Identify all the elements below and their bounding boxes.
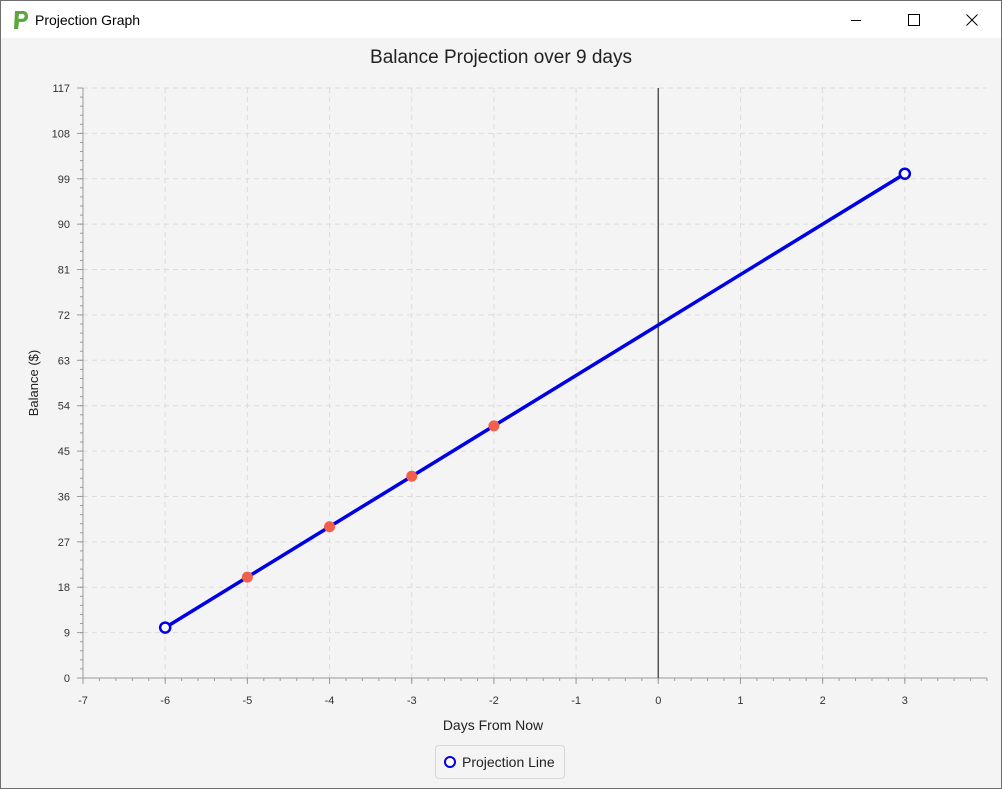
y-tick-label: 117 — [52, 83, 70, 95]
projection-point — [158, 621, 172, 634]
y-tick-label: 54 — [58, 401, 70, 413]
y-tick-label: 27 — [58, 537, 70, 549]
legend-marker-icon — [444, 756, 456, 768]
maximize-icon — [908, 13, 920, 26]
y-tick-label: 90 — [58, 219, 70, 231]
projection-point — [898, 167, 912, 180]
history-point — [406, 470, 418, 482]
history-point — [241, 571, 253, 583]
x-tick-label: -3 — [407, 695, 417, 707]
app-logo-icon — [13, 10, 29, 30]
close-icon — [966, 13, 978, 26]
x-tick-label: 0 — [655, 695, 661, 707]
x-tick-label: 2 — [820, 695, 826, 707]
title-bar[interactable]: Projection Graph — [1, 1, 1001, 38]
y-tick-label: 63 — [58, 355, 70, 367]
x-tick-label: -2 — [489, 695, 499, 707]
projection-line — [164, 172, 906, 630]
maximize-button[interactable] — [885, 1, 943, 38]
y-tick-label: 99 — [58, 174, 70, 186]
y-tick-label: 9 — [64, 628, 70, 640]
x-tick-label: 1 — [737, 695, 743, 707]
x-tick-label: -6 — [160, 695, 170, 707]
window-controls — [827, 1, 1001, 38]
x-axis-label: Days From Now — [443, 717, 544, 733]
x-tick-label: -5 — [242, 695, 252, 707]
y-tick-label: 81 — [58, 265, 70, 277]
minimize-icon — [851, 19, 861, 21]
history-point — [488, 420, 500, 432]
y-tick-label: 18 — [58, 582, 70, 594]
x-tick-label: -7 — [78, 695, 88, 707]
window-title: Projection Graph — [35, 11, 141, 28]
x-tick-label: 3 — [902, 695, 908, 707]
history-point — [324, 521, 336, 533]
y-tick-label: 45 — [58, 446, 70, 458]
chart-legend[interactable]: Projection Line — [435, 745, 565, 779]
x-tick-label: -1 — [571, 695, 581, 707]
y-tick-label: 72 — [58, 310, 70, 322]
close-button[interactable] — [943, 1, 1001, 38]
x-tick-label: -4 — [325, 695, 335, 707]
y-tick-label: 36 — [58, 491, 70, 503]
y-tick-label: 0 — [64, 673, 70, 685]
y-tick-label: 108 — [52, 128, 70, 140]
chart-title: Balance Projection over 9 days — [370, 47, 632, 68]
legend-label: Projection Line — [462, 754, 555, 770]
minimize-button[interactable] — [827, 1, 885, 38]
y-axis-label: Balance ($) — [26, 350, 41, 416]
